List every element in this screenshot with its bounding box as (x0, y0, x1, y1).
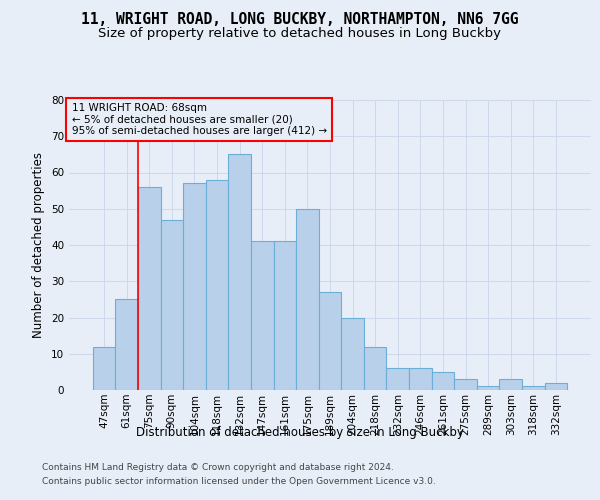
Bar (409, 368, 431, 390)
Text: 11, WRIGHT ROAD, LONG BUCKBY, NORTHAMPTON, NN6 7GG: 11, WRIGHT ROAD, LONG BUCKBY, NORTHAMPTO… (81, 12, 519, 28)
Bar (274, 242, 296, 390)
Bar (522, 386, 545, 390)
Bar (115, 300, 138, 390)
Bar (319, 292, 341, 390)
Bar (545, 383, 567, 390)
Bar (364, 346, 386, 390)
Bar (229, 154, 251, 390)
Bar (183, 184, 206, 390)
Text: Contains public sector information licensed under the Open Government Licence v3: Contains public sector information licen… (42, 477, 436, 486)
Bar (499, 379, 522, 390)
Text: Distribution of detached houses by size in Long Buckby: Distribution of detached houses by size … (136, 426, 464, 439)
Text: Size of property relative to detached houses in Long Buckby: Size of property relative to detached ho… (98, 28, 502, 40)
Bar (93, 346, 115, 390)
Y-axis label: Number of detached properties: Number of detached properties (32, 152, 46, 338)
Text: Contains HM Land Registry data © Crown copyright and database right 2024.: Contains HM Land Registry data © Crown c… (42, 464, 394, 472)
Bar (477, 386, 499, 390)
Bar (431, 372, 454, 390)
Text: 11 WRIGHT ROAD: 68sqm
← 5% of detached houses are smaller (20)
95% of semi-detac: 11 WRIGHT ROAD: 68sqm ← 5% of detached h… (71, 103, 327, 136)
Bar (161, 220, 183, 390)
Bar (454, 379, 477, 390)
Bar (206, 180, 229, 390)
Bar (386, 368, 409, 390)
Bar (251, 242, 274, 390)
Bar (341, 318, 364, 390)
Bar (138, 187, 161, 390)
Bar (296, 209, 319, 390)
